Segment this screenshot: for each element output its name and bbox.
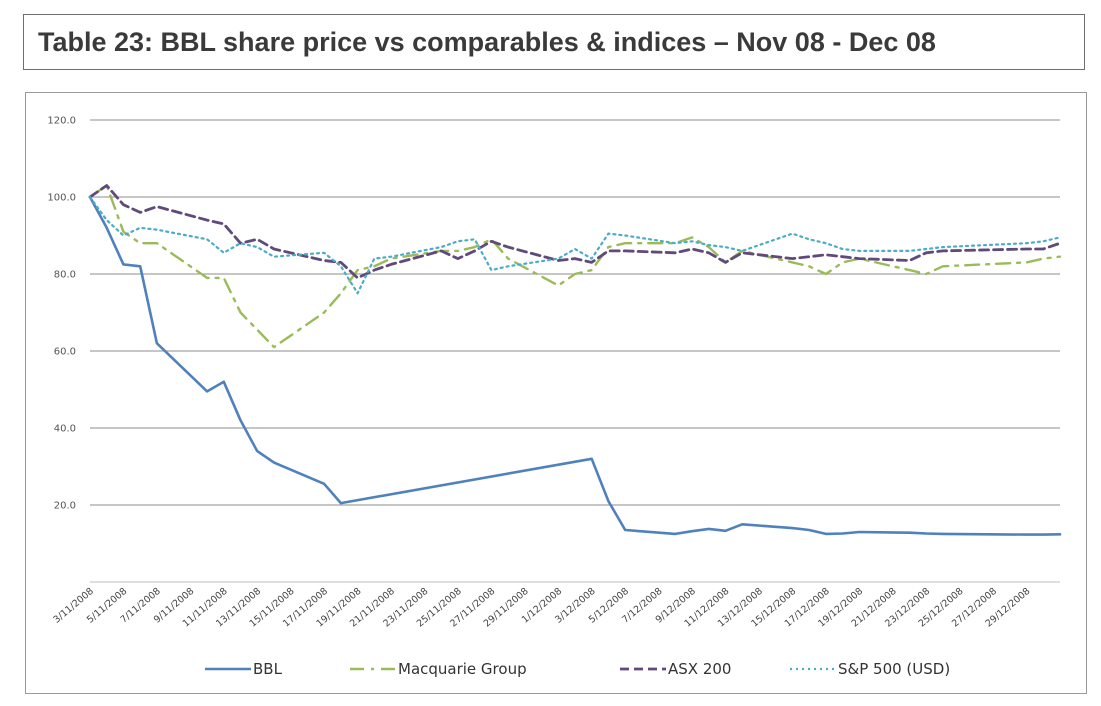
legend-label: BBL <box>253 660 283 678</box>
series-line-asx-200 <box>88 184 1062 280</box>
chart-title: Table 23: BBL share price vs comparables… <box>38 27 936 57</box>
grid-lines <box>90 119 1060 583</box>
series-line-bbl <box>88 195 1062 536</box>
y-tick-label: 80.0 <box>54 270 76 281</box>
y-axis: 20.0 40.0 60.0 80.0 100.0 120.0 <box>47 116 76 512</box>
y-tick-label: 120.0 <box>47 116 76 127</box>
legend-label: ASX 200 <box>668 660 731 678</box>
series-group <box>88 184 1062 536</box>
legend-label: S&P 500 (USD) <box>838 660 950 678</box>
title-box: Table 23: BBL share price vs comparables… <box>23 14 1085 70</box>
y-tick-label: 40.0 <box>54 424 76 435</box>
legend: BBL Macquarie Group ASX 200 S&P 500 (USD) <box>205 660 950 678</box>
series-line-s-p-500-usd- <box>88 195 1062 295</box>
y-tick-label: 60.0 <box>54 347 76 358</box>
y-tick-label: 100.0 <box>47 193 76 204</box>
y-tick-label: 20.0 <box>54 501 76 512</box>
x-axis: 3/11/20085/11/20087/11/20089/11/200811/1… <box>52 586 1033 630</box>
series-line-macquarie-group <box>88 184 1062 349</box>
chart-frame <box>25 92 1087 694</box>
legend-label: Macquarie Group <box>398 660 527 678</box>
